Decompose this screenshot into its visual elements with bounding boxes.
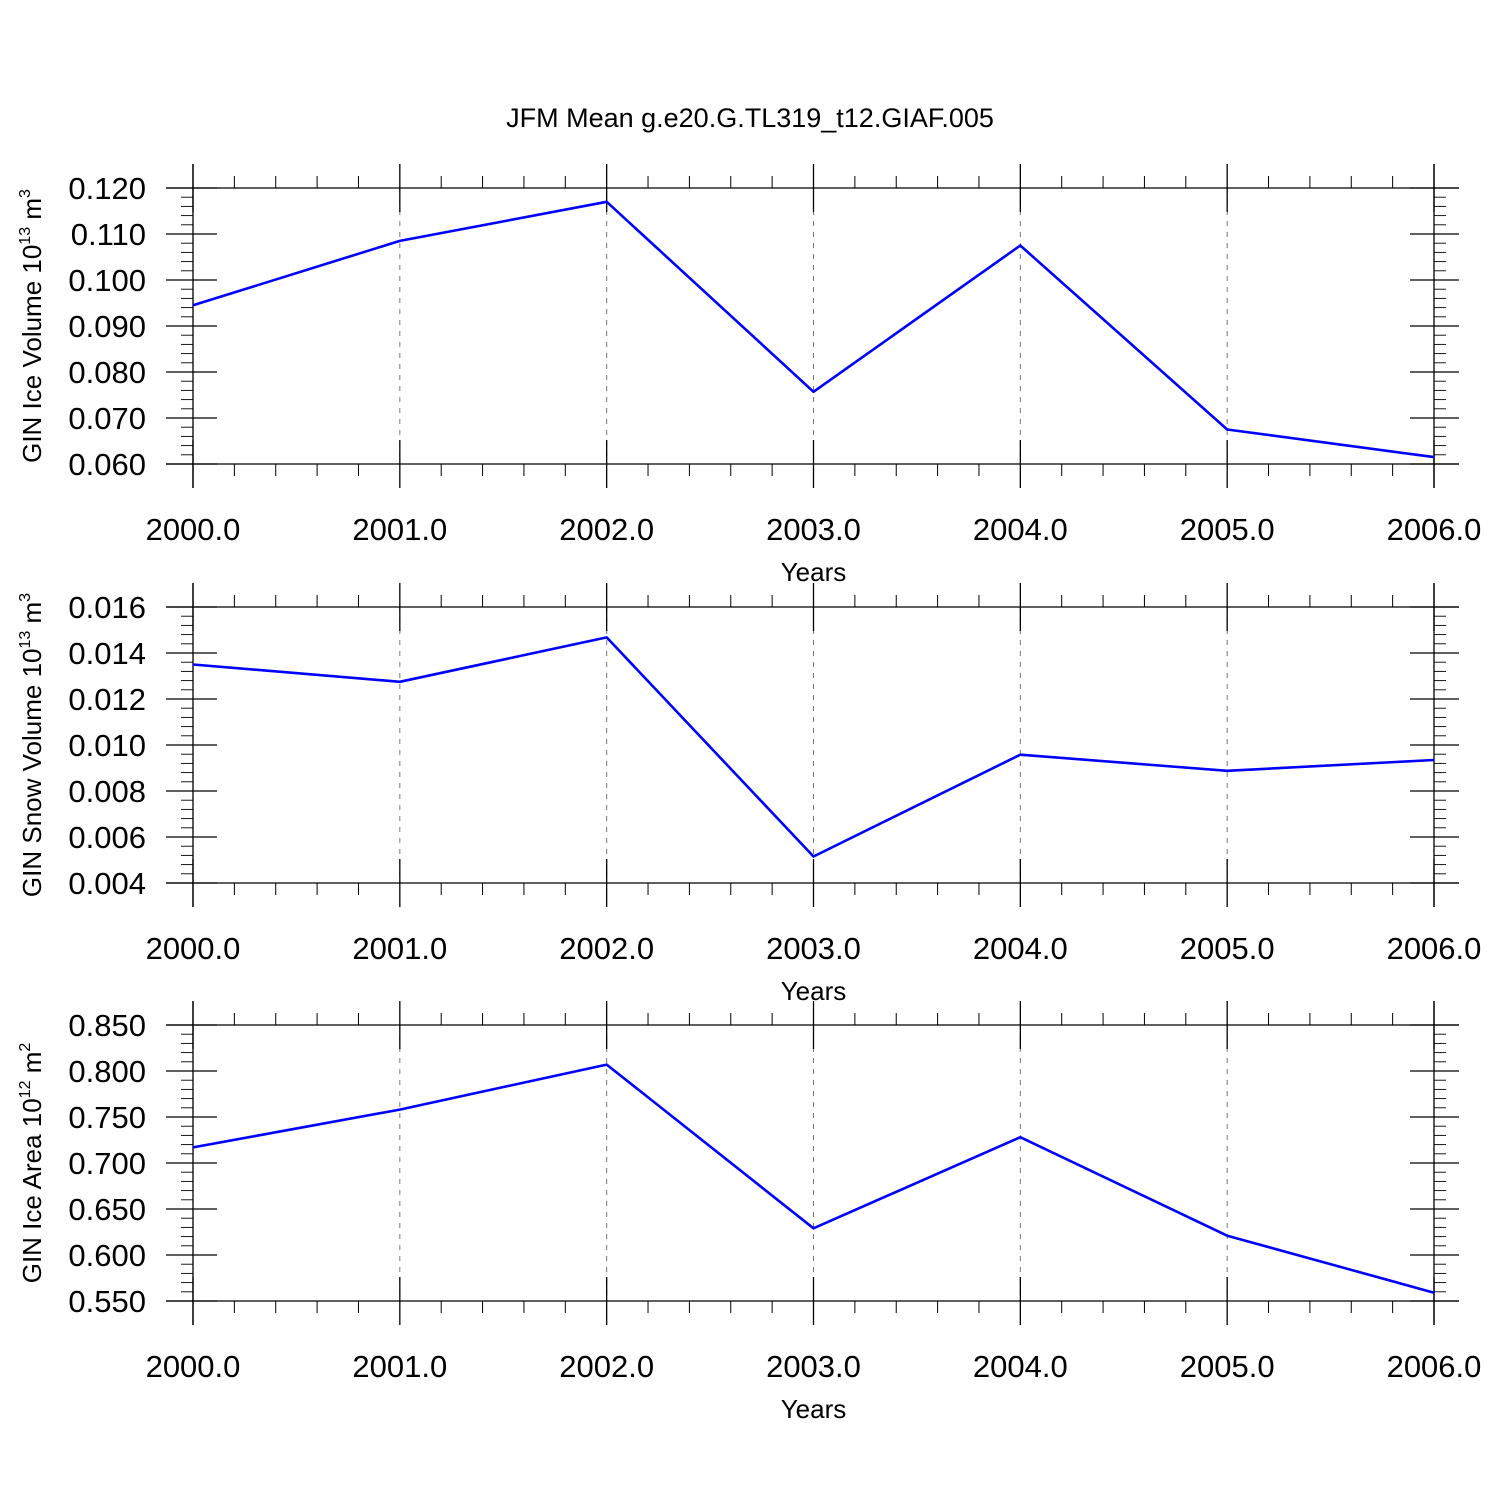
y-tick-label: 0.600 bbox=[68, 1238, 146, 1273]
x-tick-label: 2000.0 bbox=[146, 512, 241, 547]
x-axis-label: Years bbox=[781, 557, 847, 587]
x-tick-label: 2004.0 bbox=[973, 1349, 1068, 1384]
y-axis-label-exponent: 13 bbox=[17, 227, 34, 245]
x-tick-label: 2005.0 bbox=[1180, 512, 1275, 547]
chart-panel-2: 0.004 0.006 0.008 0.010 0.012 0.014 0.016 2000.… bbox=[17, 583, 1481, 1006]
x-tick-label: 2001.0 bbox=[352, 931, 447, 966]
y-tick-label: 0.016 bbox=[68, 590, 146, 625]
y-axis-label-unit-exponent: 2 bbox=[17, 1043, 34, 1052]
page-title: JFM Mean g.e20.G.TL319_t12.GIAF.005 bbox=[506, 103, 994, 133]
y-axis-label-text: GIN Ice Volume 10 bbox=[17, 245, 47, 463]
y-tick-label: 0.700 bbox=[68, 1146, 146, 1181]
y-tick-label: 0.800 bbox=[68, 1054, 146, 1089]
series-line bbox=[193, 202, 1434, 457]
y-tick-label: 0.080 bbox=[68, 355, 146, 390]
y-tick-label: 0.750 bbox=[68, 1100, 146, 1135]
y-axis-label: GIN Snow Volume 1013 m3 bbox=[17, 593, 47, 897]
x-tick-label: 2006.0 bbox=[1387, 512, 1482, 547]
y-tick-label: 0.550 bbox=[68, 1284, 146, 1319]
y-axis-label-exponent: 13 bbox=[17, 631, 34, 649]
x-tick-label: 2000.0 bbox=[146, 931, 241, 966]
y-axis-label-exponent: 12 bbox=[17, 1080, 34, 1098]
x-tick-label: 2001.0 bbox=[352, 512, 447, 547]
x-tick-label: 2004.0 bbox=[973, 931, 1068, 966]
chart-panel-3: 0.550 0.600 0.650 0.700 0.750 0.800 0.850 2000.… bbox=[17, 1001, 1481, 1424]
x-axis-label: Years bbox=[781, 1394, 847, 1424]
y-tick-label: 0.004 bbox=[68, 866, 146, 901]
x-tick-label: 2003.0 bbox=[766, 931, 861, 966]
y-axis-label-unit-exponent: 3 bbox=[17, 189, 34, 198]
x-tick-label: 2006.0 bbox=[1387, 931, 1482, 966]
x-tick-label: 2005.0 bbox=[1180, 1349, 1275, 1384]
y-tick-label: 0.014 bbox=[68, 636, 146, 671]
y-axis-label-unit: m bbox=[17, 198, 47, 227]
y-tick-label: 0.120 bbox=[68, 171, 146, 206]
x-tick-label: 2005.0 bbox=[1180, 931, 1275, 966]
y-tick-label: 0.006 bbox=[68, 820, 146, 855]
chart-panels: 0.060 0.070 0.080 0.090 0.100 0.110 0.120 2000.… bbox=[17, 164, 1481, 1424]
y-axis-label-unit: m bbox=[17, 602, 47, 631]
y-tick-label: 0.070 bbox=[68, 401, 146, 436]
y-axis-label-text: GIN Snow Volume 10 bbox=[17, 649, 47, 898]
y-axis-label: GIN Ice Volume 1013 m3 bbox=[17, 189, 47, 463]
y-tick-label: 0.090 bbox=[68, 309, 146, 344]
y-axis-label-unit: m bbox=[17, 1052, 47, 1081]
y-tick-label: 0.012 bbox=[68, 682, 146, 717]
x-tick-label: 2004.0 bbox=[973, 512, 1068, 547]
x-tick-label: 2003.0 bbox=[766, 512, 861, 547]
y-tick-label: 0.110 bbox=[71, 217, 146, 252]
y-axis-label: GIN Ice Area 1012 m2 bbox=[17, 1043, 47, 1284]
y-axis-label-text: GIN Ice Area 10 bbox=[17, 1098, 47, 1283]
series-line bbox=[193, 637, 1434, 856]
y-tick-label: 0.008 bbox=[68, 774, 146, 809]
y-tick-label: 0.010 bbox=[68, 728, 146, 763]
x-tick-label: 2002.0 bbox=[559, 1349, 654, 1384]
y-tick-label: 0.850 bbox=[68, 1008, 146, 1043]
x-tick-label: 2000.0 bbox=[146, 1349, 241, 1384]
x-tick-label: 2006.0 bbox=[1387, 1349, 1482, 1384]
y-axis-label-unit-exponent: 3 bbox=[17, 593, 34, 602]
y-tick-label: 0.060 bbox=[68, 447, 146, 482]
x-tick-label: 2001.0 bbox=[352, 1349, 447, 1384]
y-tick-label: 0.100 bbox=[68, 263, 146, 298]
x-tick-label: 2002.0 bbox=[559, 512, 654, 547]
x-tick-label: 2003.0 bbox=[766, 1349, 861, 1384]
y-tick-label: 0.650 bbox=[68, 1192, 146, 1227]
chart-panel-1: 0.060 0.070 0.080 0.090 0.100 0.110 0.120 2000.… bbox=[17, 164, 1481, 587]
x-tick-label: 2002.0 bbox=[559, 931, 654, 966]
